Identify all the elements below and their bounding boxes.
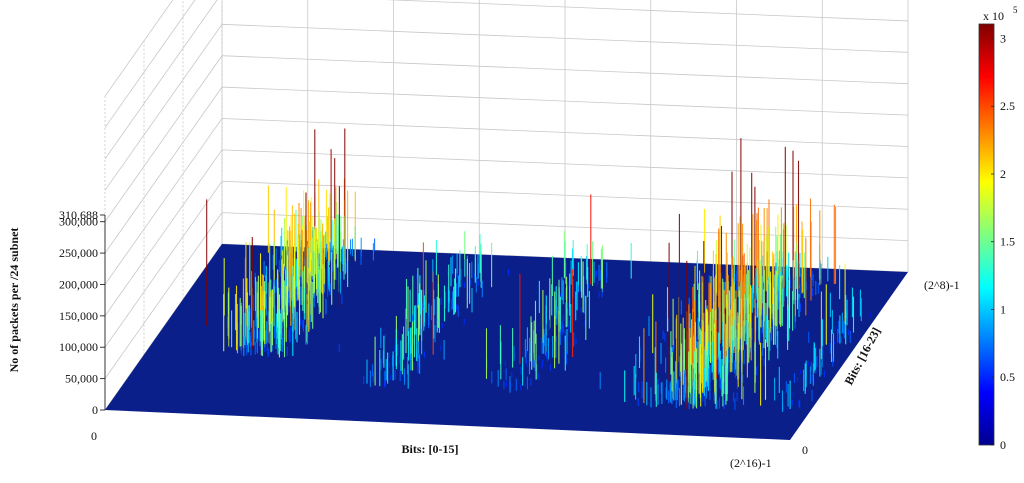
colorbar-tick-label-5: 2.5 (1000, 99, 1015, 113)
colorbar-tick-label-4: 2 (1000, 167, 1006, 181)
x-tick-label-end: (2^16)-1 (730, 456, 772, 470)
colorbar-tick-label-3: 1.5 (1000, 235, 1015, 249)
grid-line-6 (104, 55, 909, 222)
grid-line-10 (104, 0, 174, 97)
colorbar-ticks: 0 0.5 1 1.5 2 2.5 3 (991, 31, 1015, 452)
colorbar: x 10 5 0 0.5 1 1.5 2 2.5 3 (978, 5, 1018, 452)
grid-line-5 (104, 86, 909, 254)
colorbar-multiplier: x 10 (983, 9, 1004, 23)
z-tick-label-0: 0 (92, 403, 98, 417)
colorbar-gradient (978, 23, 995, 446)
y-tick-label-end: (2^8)-1 (924, 278, 960, 292)
bar-field (206, 128, 871, 412)
colorbar-tick-label-0: 0 (1000, 438, 1006, 452)
z-tick-label-4: 200,000 (59, 277, 98, 291)
xy-axes: 0 (2^16)-1 0 (2^8)-1 (91, 278, 960, 470)
colorbar-tick-label-2: 1 (1000, 302, 1006, 316)
colorbar-exponent: 5 (1013, 5, 1018, 15)
grid-line-9 (104, 0, 196, 128)
colorbar-tick-label-6: 3 (1000, 31, 1006, 45)
grid-line-7 (104, 23, 909, 191)
grid-line-8 (104, 0, 909, 160)
z-tick-label-7: 310,688 (59, 208, 98, 222)
z-tick-label-6: 300,000 (59, 215, 98, 229)
z-axis-label: No of packets per /24 subnet (7, 228, 21, 373)
colorbar-tick-label-1: 0.5 (1000, 370, 1015, 384)
x-tick-label-start: 0 (91, 429, 97, 443)
z-tick-label-3: 150,000 (59, 309, 98, 323)
back-walls (104, 0, 909, 411)
z-axis: 0 50,000 100,000 150,000 200,000 250,000 300,0… (59, 208, 106, 417)
z-tick-label-5: 250,000 (59, 246, 98, 260)
y-tick-label-start: 0 (802, 443, 808, 457)
x-axis-label: Bits: [0-15] (402, 442, 459, 456)
z-tick-label-1: 50,000 (65, 372, 98, 386)
z-tick-label-2: 100,000 (59, 340, 98, 354)
